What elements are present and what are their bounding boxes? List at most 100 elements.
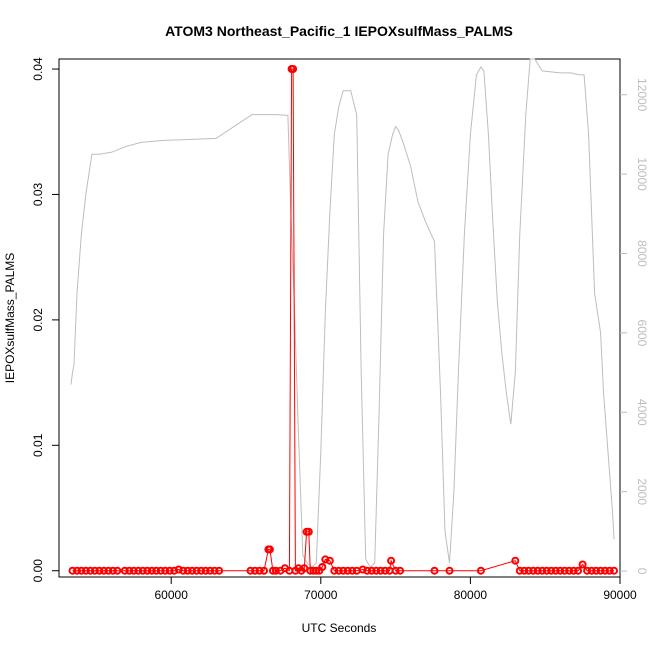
data-point bbox=[108, 566, 117, 575]
data-point bbox=[188, 566, 197, 575]
data-point bbox=[271, 566, 280, 575]
data-point bbox=[170, 566, 179, 575]
data-point bbox=[95, 566, 104, 575]
data-point bbox=[255, 566, 264, 575]
data-point bbox=[73, 566, 81, 575]
data-point bbox=[551, 566, 560, 575]
data-point bbox=[372, 566, 381, 575]
x-tick-label: 80000 bbox=[454, 588, 488, 602]
data-point bbox=[215, 566, 224, 575]
y-tick-label: 0.03 bbox=[31, 182, 45, 206]
data-point bbox=[265, 545, 274, 554]
data-point bbox=[560, 566, 569, 575]
data-point bbox=[143, 566, 152, 575]
data-point bbox=[86, 566, 95, 575]
data-point bbox=[113, 566, 122, 575]
y2-tick-label: 4000 bbox=[635, 399, 649, 426]
data-point bbox=[445, 566, 454, 575]
y-tick-label: 0.02 bbox=[31, 308, 45, 332]
y-tick-label: 0.00 bbox=[31, 559, 45, 583]
data-point bbox=[251, 566, 259, 575]
data-point bbox=[152, 566, 161, 575]
series-line-right bbox=[70, 58, 615, 568]
data-point bbox=[268, 566, 277, 575]
data-point bbox=[569, 566, 578, 575]
data-point bbox=[120, 566, 129, 575]
data-point bbox=[99, 566, 108, 575]
data-point bbox=[592, 566, 601, 575]
data-point bbox=[430, 566, 439, 575]
data-point bbox=[246, 566, 255, 575]
data-point bbox=[77, 566, 86, 575]
data-point bbox=[156, 566, 165, 575]
y-axis-label: IEPOXsulfMass_PALMS bbox=[3, 253, 17, 384]
data-point bbox=[192, 566, 201, 575]
data-point bbox=[376, 566, 385, 575]
data-point bbox=[206, 566, 215, 575]
series-line-left bbox=[72, 68, 614, 572]
data-point bbox=[197, 566, 206, 575]
data-point bbox=[511, 556, 520, 565]
data-point bbox=[583, 566, 592, 575]
y2-tick-label: 2000 bbox=[635, 478, 649, 505]
data-point bbox=[129, 566, 138, 575]
plot-box bbox=[58, 58, 621, 578]
data-point bbox=[542, 566, 551, 575]
data-point bbox=[260, 566, 268, 575]
y2-tick-label: 0 bbox=[635, 568, 649, 575]
data-point bbox=[524, 566, 533, 575]
x-axis-label: UTC Seconds bbox=[302, 621, 377, 635]
data-point bbox=[210, 566, 219, 575]
data-point bbox=[601, 566, 609, 575]
x-tick-label: 70000 bbox=[304, 588, 338, 602]
data-point bbox=[391, 566, 400, 575]
data-point bbox=[605, 566, 614, 575]
data-point bbox=[138, 566, 147, 575]
x-tick-label: 60000 bbox=[155, 588, 189, 602]
data-point bbox=[587, 566, 596, 575]
data-point bbox=[321, 555, 330, 564]
data-point bbox=[565, 566, 574, 575]
data-point bbox=[476, 566, 485, 575]
data-point bbox=[343, 566, 352, 575]
data-point bbox=[318, 563, 327, 571]
y-tick-label: 0.04 bbox=[31, 57, 45, 81]
data-point bbox=[367, 566, 376, 575]
data-point bbox=[596, 566, 605, 575]
data-point bbox=[289, 65, 298, 73]
data-point bbox=[574, 566, 583, 575]
data-point bbox=[556, 566, 565, 575]
data-point bbox=[396, 566, 405, 575]
data-point bbox=[325, 556, 334, 565]
data-point bbox=[387, 556, 396, 565]
chart-title: ATOM3 Northeast_Pacific_1 IEPOXsulfMass_… bbox=[165, 23, 513, 39]
data-point bbox=[201, 566, 210, 575]
y2-tick-label: 12000 bbox=[635, 78, 649, 112]
data-point bbox=[358, 565, 367, 574]
y2-tick-label: 10000 bbox=[635, 157, 649, 191]
data-point bbox=[610, 566, 618, 575]
y-tick-label: 0.01 bbox=[31, 433, 45, 457]
data-point bbox=[312, 566, 321, 575]
data-point bbox=[363, 566, 372, 575]
data-point bbox=[330, 566, 339, 575]
data-point bbox=[134, 566, 143, 575]
data-point bbox=[179, 566, 188, 575]
data-point bbox=[533, 566, 542, 575]
data-point bbox=[520, 566, 529, 575]
data-point bbox=[381, 566, 390, 575]
y2-tick-label: 6000 bbox=[635, 320, 649, 347]
data-point bbox=[147, 566, 156, 575]
data-point bbox=[515, 566, 524, 575]
data-point bbox=[174, 565, 183, 574]
data-point bbox=[68, 566, 77, 575]
data-point bbox=[161, 566, 170, 575]
data-point bbox=[339, 566, 348, 575]
data-point bbox=[529, 566, 538, 575]
chart-marks bbox=[68, 58, 618, 575]
data-point bbox=[578, 560, 587, 569]
data-point bbox=[538, 566, 547, 575]
data-point bbox=[304, 527, 313, 536]
data-point bbox=[334, 566, 343, 575]
